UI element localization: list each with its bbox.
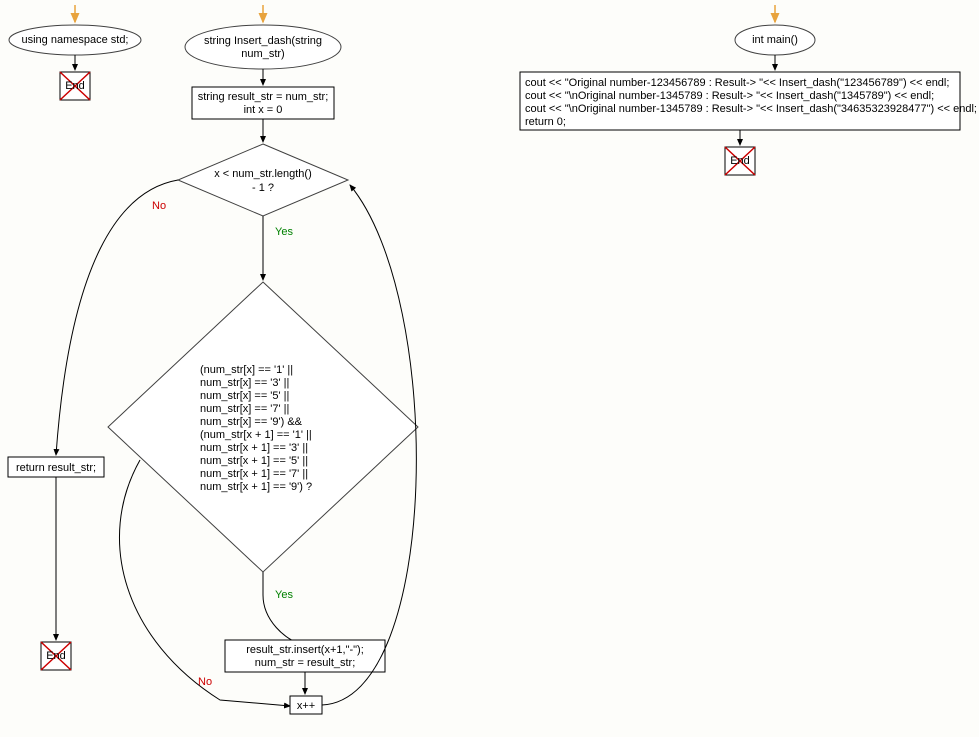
svg-text:(num_str[x] == '1' ||: (num_str[x] == '1' || xyxy=(200,364,293,376)
big-yes-label: Yes xyxy=(275,589,293,601)
flow2-end: End xyxy=(41,642,71,670)
loop-no-label: No xyxy=(152,200,166,212)
loop-yes-label: Yes xyxy=(275,226,293,238)
svg-text:x++: x++ xyxy=(297,700,315,712)
svg-text:result_str.insert(x+1,"-");: result_str.insert(x+1,"-"); xyxy=(246,644,364,656)
flow1: using namespace std; End xyxy=(9,5,141,100)
svg-text:- 1 ?: - 1 ? xyxy=(252,182,274,194)
svg-text:cout << "Original number-12345: cout << "Original number-123456789 : Res… xyxy=(525,77,949,89)
svg-text:cout << "\nOriginal number-134: cout << "\nOriginal number-1345789 : Res… xyxy=(525,103,977,115)
svg-text:num_str = result_str;: num_str = result_str; xyxy=(255,657,356,669)
svg-text:num_str[x] == '3' ||: num_str[x] == '3' || xyxy=(200,377,289,389)
svg-text:num_str[x + 1] == '5' ||: num_str[x + 1] == '5' || xyxy=(200,455,308,467)
flowchart-canvas: using namespace std; End string Insert_d… xyxy=(0,0,979,737)
svg-text:return 0;: return 0; xyxy=(525,116,566,128)
flow2-init-l2: int x = 0 xyxy=(244,104,283,116)
flow1-end: End xyxy=(60,72,90,100)
flow2: string Insert_dash(string num_str) strin… xyxy=(8,5,418,714)
svg-text:num_str[x] == '5' ||: num_str[x] == '5' || xyxy=(200,390,289,402)
flow2-init-l1: string result_str = num_str; xyxy=(198,91,329,103)
flow1-start-label: using namespace std; xyxy=(21,34,128,46)
svg-text:num_str[x] == '9') &&: num_str[x] == '9') && xyxy=(200,416,303,428)
svg-text:(num_str[x + 1] == '1' ||: (num_str[x + 1] == '1' || xyxy=(200,429,312,441)
svg-text:num_str[x + 1] == '3' ||: num_str[x + 1] == '3' || xyxy=(200,442,308,454)
svg-text:num_str[x + 1] == '9') ?: num_str[x + 1] == '9') ? xyxy=(200,481,312,493)
svg-text:x < num_str.length(): x < num_str.length() xyxy=(214,168,312,180)
big-no-label: No xyxy=(198,676,212,688)
flow3-end: End xyxy=(725,147,755,175)
flow2-start-l1: string Insert_dash(string xyxy=(204,35,322,47)
svg-text:End: End xyxy=(46,650,66,662)
svg-text:num_str[x + 1] == '7' ||: num_str[x + 1] == '7' || xyxy=(200,468,308,480)
svg-text:num_str[x] == '7' ||: num_str[x] == '7' || xyxy=(200,403,289,415)
svg-text:return result_str;: return result_str; xyxy=(16,462,96,474)
flow2-loop-cond: x < num_str.length() - 1 ? xyxy=(178,144,348,216)
svg-text:cout << "\nOriginal number-134: cout << "\nOriginal number-1345789 : Res… xyxy=(525,90,934,102)
flow2-big-cond: (num_str[x] == '1' || num_str[x] == '3' … xyxy=(108,282,418,572)
flow3: int main() cout << "Original number-1234… xyxy=(520,5,977,175)
flow2-start-l2: num_str) xyxy=(241,48,284,60)
flow1-end-label: End xyxy=(65,80,85,92)
svg-text:End: End xyxy=(730,155,750,167)
svg-text:int main(): int main() xyxy=(752,34,798,46)
